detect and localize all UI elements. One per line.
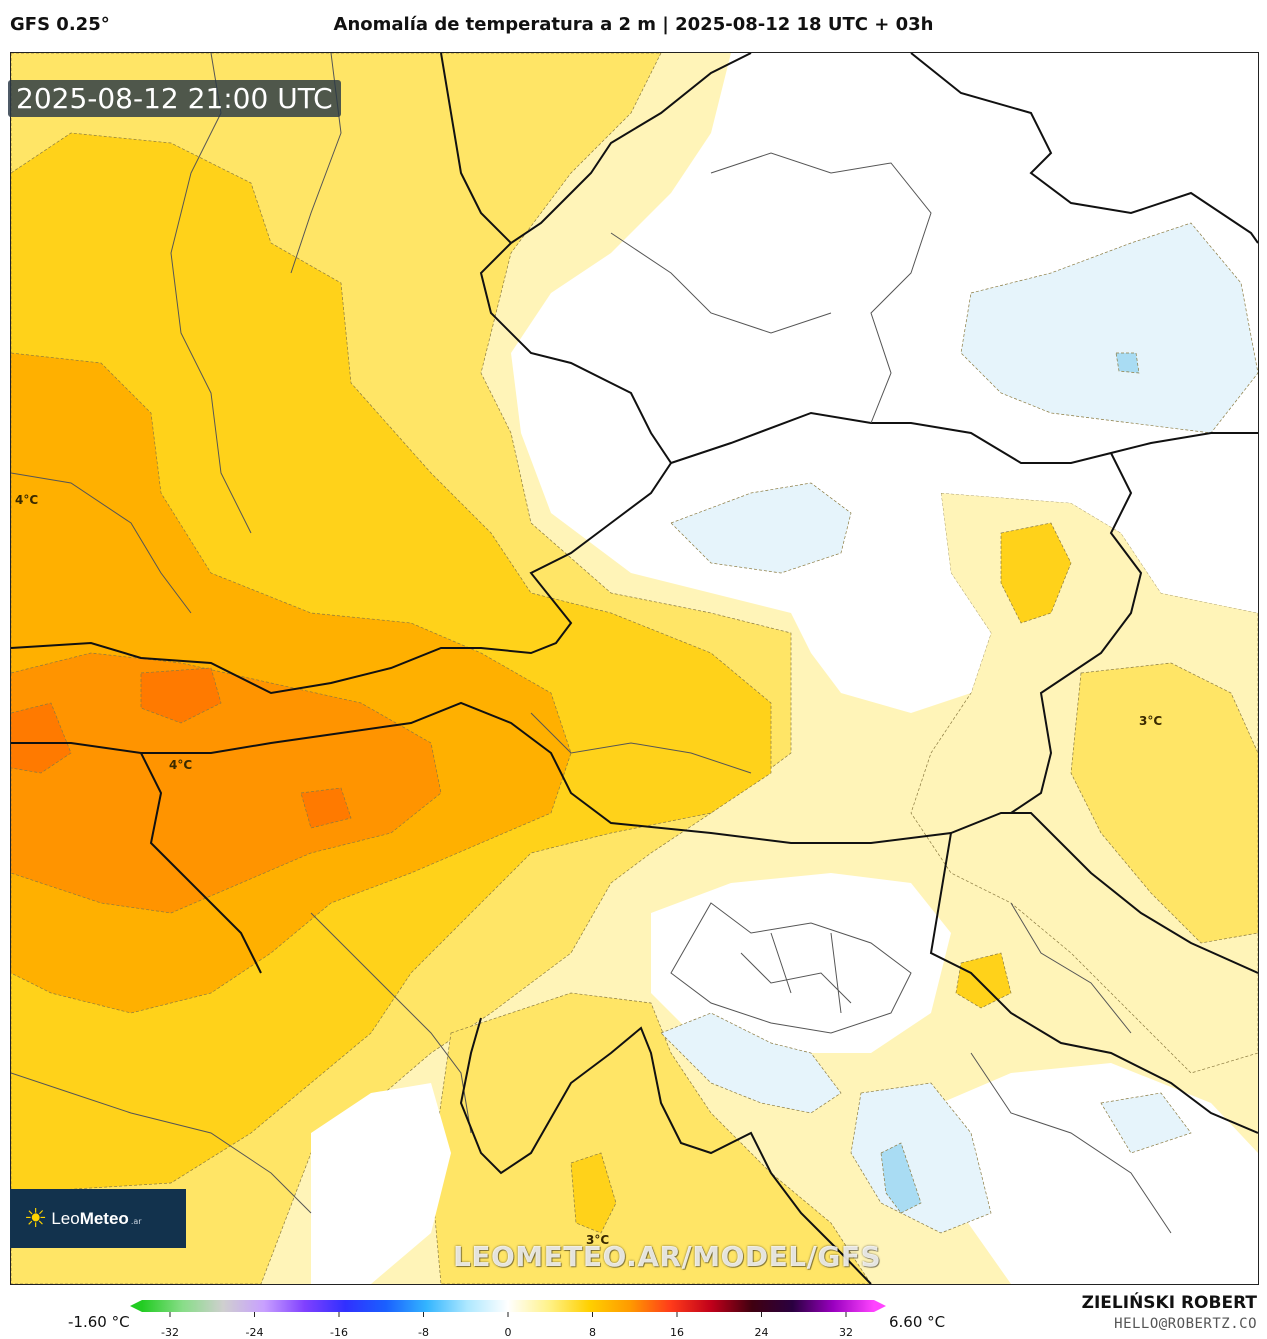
border-line [11, 53, 752, 695]
author-name: ZIELIŃSKI ROBERT [1081, 1293, 1257, 1313]
map-title: Anomalía de temperatura a 2 m | 2025-08-… [333, 14, 934, 35]
colorbar-tick-label: -32 [161, 1326, 179, 1339]
region-line [670, 902, 912, 1034]
contour-label: 3°C [1139, 714, 1163, 728]
colorbar-tick-label: -8 [418, 1326, 429, 1339]
anomaly-zone-adriatic-strong [570, 1152, 617, 1234]
coastline [459, 1017, 872, 1284]
border-line [910, 53, 1258, 244]
anomaly-zone-very-strong-west [11, 652, 442, 914]
colorbar-max-label: 6.60 °C [889, 1313, 946, 1331]
colorbar-tick-label: 8 [589, 1326, 596, 1339]
colorbar-tick-label: -24 [245, 1326, 264, 1339]
colorbar-tick-label: -16 [330, 1326, 348, 1339]
colorbar-gradient [142, 1300, 874, 1312]
colorbar-tick-label: 0 [504, 1326, 512, 1339]
country-borders [11, 53, 1258, 1134]
region-line [610, 232, 832, 334]
contour-label: 4°C [169, 758, 193, 772]
anomaly-zone-cold-south [660, 1012, 1192, 1234]
region-line [710, 152, 932, 424]
anomaly-zone-cold-north [960, 222, 1258, 434]
sun-icon: ☀ [24, 1203, 48, 1234]
region-line [170, 53, 252, 534]
region-line [1010, 902, 1132, 1034]
watermark-url: LEOMETEO.AR/MODEL/GFS [453, 1240, 882, 1273]
colorbar-left-arrow [130, 1300, 142, 1312]
region-line [310, 912, 472, 1134]
colorbar-tick-label: 32 [839, 1326, 853, 1339]
border-line [670, 411, 1258, 464]
region-line [530, 712, 752, 774]
anomaly-zone-cold-central [670, 482, 852, 574]
model-label: GFS 0.25° [10, 14, 110, 35]
contour-label: 4°C [15, 493, 39, 507]
border-line [929, 832, 1258, 1134]
border-line [1010, 452, 1143, 814]
anomaly-map: 4°C 4°C 3°C 3°C [10, 52, 1259, 1285]
anomaly-zone-cold-core [880, 352, 1140, 1214]
colorbar-tick-label: 16 [670, 1326, 684, 1339]
logo-text: LeoMeteo [51, 1208, 129, 1228]
map-canvas [11, 53, 1258, 1284]
region-line [970, 1052, 1172, 1234]
anomaly-zone-moderate-east-spot [955, 522, 1072, 1009]
colorbar-tick-label: 24 [754, 1326, 769, 1339]
colorbar [130, 1300, 886, 1317]
border-line [11, 701, 1258, 974]
anomaly-zone-peak-west [11, 667, 352, 829]
logo-suffix: .ar [130, 1217, 142, 1226]
region-line [11, 472, 192, 614]
region-line [740, 932, 852, 1014]
colorbar-min-label: -1.60 °C [68, 1313, 130, 1331]
contour-label: 3°C [586, 1233, 610, 1247]
colorbar-ticks [169, 1312, 847, 1317]
colorbar-right-arrow [874, 1300, 886, 1312]
region-line [11, 1072, 312, 1214]
leometeo-logo[interactable]: ☀ LeoMeteo .ar [10, 1189, 186, 1248]
border-line [440, 53, 512, 244]
author-email[interactable]: HELLO@ROBERTZ.CO [1114, 1316, 1257, 1332]
anomaly-zone-moderate-east [1070, 662, 1258, 944]
forecast-timestamp: 2025-08-12 21:00 UTC [8, 80, 341, 117]
border-line [140, 752, 262, 974]
